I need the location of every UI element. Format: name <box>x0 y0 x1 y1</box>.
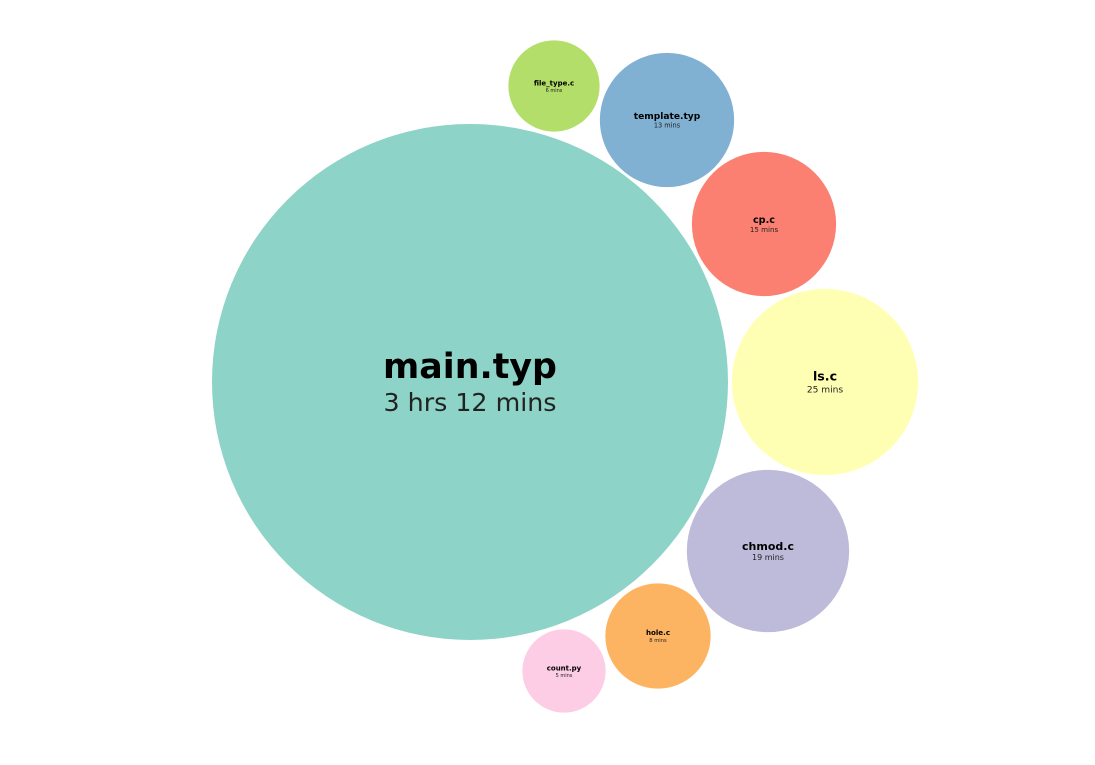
bubble-time-label: 6 mins <box>546 88 563 94</box>
bubble-circle[interactable] <box>731 288 919 476</box>
bubble-name-label: cp.c <box>753 215 775 226</box>
bubble-name-label: ls.c <box>813 369 837 384</box>
bubble-count-py[interactable]: count.py5 mins <box>522 629 606 713</box>
bubble-circle[interactable] <box>212 124 728 640</box>
bubble-circle[interactable] <box>605 583 711 689</box>
bubble-name-label: template.typ <box>634 112 701 122</box>
bubble-name-label: file_type.c <box>534 79 574 87</box>
bubble-time-label: 5 mins <box>556 673 573 679</box>
bubble-circle[interactable] <box>599 52 735 188</box>
bubble-name-label: chmod.c <box>742 540 794 553</box>
bubble-circle[interactable] <box>686 469 850 633</box>
bubble-time-label: 13 mins <box>654 122 681 130</box>
bubble-name-label: count.py <box>547 664 582 672</box>
bubble-name-label: main.typ <box>383 347 557 387</box>
bubble-circle[interactable] <box>691 151 837 297</box>
bubble-ls-c[interactable]: ls.c25 mins <box>731 288 919 476</box>
bubble-time-label: 3 hrs 12 mins <box>384 388 557 417</box>
bubble-circle[interactable] <box>522 629 606 713</box>
bubble-cp-c[interactable]: cp.c15 mins <box>691 151 837 297</box>
bubble-time-label: 15 mins <box>750 225 779 234</box>
bubble-hole-c[interactable]: hole.c8 mins <box>605 583 711 689</box>
bubble-name-label: hole.c <box>646 628 670 637</box>
bubble-file-type-c[interactable]: file_type.c6 mins <box>508 40 600 132</box>
bubble-circle[interactable] <box>508 40 600 132</box>
bubble-time-label: 19 mins <box>752 553 784 562</box>
bubble-time-label: 25 mins <box>807 385 844 395</box>
bubble-time-label: 8 mins <box>649 638 667 644</box>
bubble-chmod-c[interactable]: chmod.c19 mins <box>686 469 850 633</box>
